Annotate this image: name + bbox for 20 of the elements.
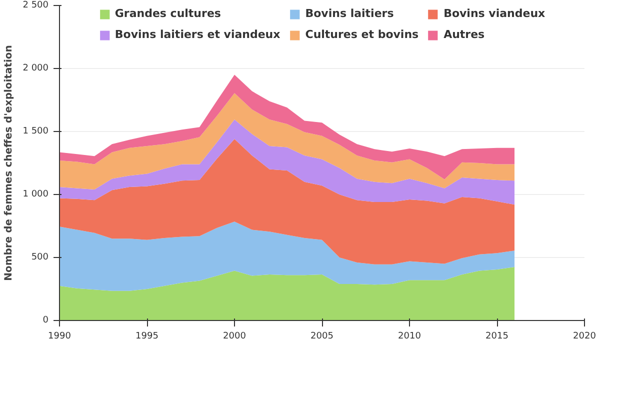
y-tick-label: 2 000: [22, 64, 49, 74]
legend-label: Bovins laitiers: [305, 7, 394, 20]
y-tick-label: 2 500: [22, 0, 49, 10]
legend-label: Bovins viandeux: [444, 7, 546, 20]
legend-label: Cultures et bovins: [305, 28, 419, 41]
y-tick-label: 500: [31, 252, 49, 262]
legend-label: Grandes cultures: [114, 7, 221, 20]
y-tick-label: 1 000: [22, 190, 49, 200]
legend-label: Bovins laitiers et viandeux: [114, 28, 280, 41]
x-tick-label: 1990: [48, 332, 72, 342]
x-tick-label: 1995: [136, 332, 158, 342]
x-tick-label: 2010: [398, 332, 422, 342]
x-tick-label: 2000: [223, 332, 246, 342]
x-tick-label: 2020: [573, 332, 596, 342]
y-tick-label: 1 500: [22, 126, 49, 136]
legend-label: Autres: [444, 28, 485, 41]
x-tick-label: 2015: [486, 332, 508, 342]
x-tick-label: 2005: [310, 332, 334, 342]
y-axis-title: Nombre de femmes cheffes d'exploitation: [4, 45, 15, 281]
y-tick-label: 0: [42, 316, 49, 326]
